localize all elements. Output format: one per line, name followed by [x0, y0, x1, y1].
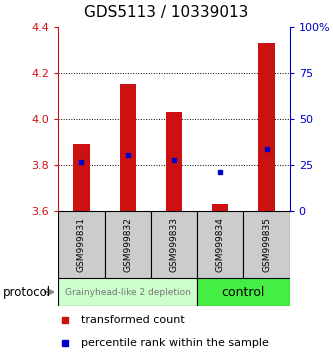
Text: percentile rank within the sample: percentile rank within the sample	[81, 338, 269, 348]
Bar	[212, 204, 228, 211]
Bar	[58, 211, 105, 278]
Text: control: control	[222, 286, 265, 298]
Text: Grainyhead-like 2 depletion: Grainyhead-like 2 depletion	[65, 287, 191, 297]
Bar	[151, 211, 197, 278]
Bar	[120, 84, 136, 211]
Bar	[197, 278, 290, 306]
Text: GDS5113 / 10339013: GDS5113 / 10339013	[84, 5, 249, 20]
Text: GSM999832: GSM999832	[123, 217, 132, 272]
Text: GSM999833: GSM999833	[169, 217, 178, 272]
Text: GSM999831: GSM999831	[77, 217, 86, 272]
Bar	[197, 211, 243, 278]
Text: transformed count: transformed count	[81, 315, 185, 325]
Bar	[166, 112, 182, 211]
Text: protocol: protocol	[3, 286, 52, 298]
Bar	[58, 278, 197, 306]
Bar	[243, 211, 290, 278]
Bar	[73, 144, 90, 211]
Bar	[258, 42, 275, 211]
Bar	[105, 211, 151, 278]
Text: GSM999835: GSM999835	[262, 217, 271, 272]
Text: GSM999834: GSM999834	[216, 217, 225, 272]
